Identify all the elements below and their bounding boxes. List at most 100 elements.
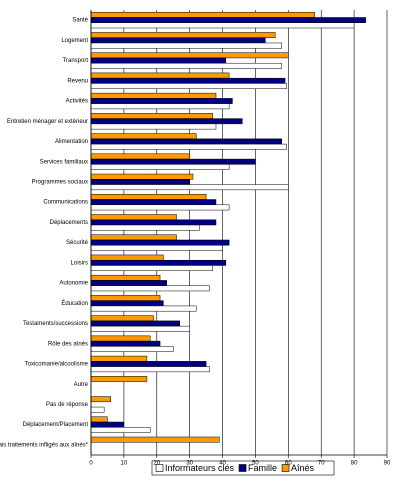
legend-swatch — [238, 464, 247, 472]
bar — [90, 224, 200, 231]
bar — [90, 436, 220, 443]
y-tick-label: Pas de réponse — [46, 402, 89, 408]
bar — [90, 98, 233, 104]
bar — [90, 214, 177, 221]
bar — [90, 366, 210, 373]
bar — [90, 361, 207, 367]
bar — [90, 259, 227, 266]
bar — [90, 143, 287, 150]
bar — [90, 280, 167, 286]
bar — [90, 396, 111, 403]
bar — [90, 346, 174, 352]
y-tick-label: Loisirs — [71, 260, 88, 266]
bar — [90, 57, 227, 64]
y-tick-label: Transport — [63, 58, 89, 64]
bar — [90, 138, 283, 145]
bar — [90, 325, 190, 332]
y-tick-label: Revenu — [67, 78, 88, 84]
bar — [90, 239, 230, 246]
y-tick-label: Rôle des aînés — [48, 341, 88, 347]
y-tick-label: Logement — [61, 38, 88, 44]
x-tick-label: 30 — [186, 461, 193, 467]
bar — [90, 416, 108, 423]
x-tick-label: 80 — [351, 461, 358, 467]
bar — [90, 219, 217, 226]
y-tick-label: Toxicomanie/alcoolisme — [25, 362, 89, 368]
y-tick-label: Éducation — [61, 300, 88, 307]
bar — [90, 244, 223, 251]
bar — [90, 184, 289, 191]
x-tick-label: 10 — [121, 461, 128, 467]
bar — [90, 113, 213, 119]
y-tick-label: Déplacement/Placement — [23, 422, 89, 428]
bar — [90, 204, 230, 211]
x-tick-label: 90 — [384, 461, 391, 467]
y-tick-label: Sécurité — [66, 240, 89, 246]
bar — [90, 11, 315, 18]
bar — [90, 305, 197, 312]
bar — [90, 285, 210, 292]
bar — [90, 406, 105, 413]
bar — [90, 295, 161, 301]
bar — [90, 427, 151, 433]
bar — [90, 37, 266, 44]
bar — [90, 17, 366, 23]
y-tick-label: Activités — [66, 99, 88, 105]
y-tick-label: Services familiaux — [40, 159, 88, 165]
legend-label: Famille — [248, 463, 277, 473]
bar — [90, 300, 164, 307]
bar — [90, 158, 256, 165]
bar — [90, 199, 217, 206]
bar — [90, 335, 151, 342]
legend-swatch — [281, 464, 290, 472]
legend: Informateurs clés Famille Aînés — [151, 460, 335, 476]
bar — [90, 340, 161, 347]
bar — [90, 421, 125, 428]
bar — [90, 52, 289, 59]
bar — [90, 355, 148, 362]
x-tick-label: 60 — [285, 461, 292, 467]
x-tick-label: 0 — [89, 461, 93, 467]
bar — [90, 315, 154, 322]
y-tick-label: Testaments/successions — [23, 321, 88, 327]
legend-label: Informateurs clés — [165, 463, 235, 473]
bar — [90, 234, 177, 241]
bar — [90, 153, 190, 160]
legend-swatch — [155, 464, 164, 472]
y-tick-label: Autonomie — [59, 281, 88, 287]
y-tick-label: Déplacements — [50, 220, 88, 226]
bar — [90, 22, 355, 29]
bar — [90, 92, 217, 99]
bar — [90, 83, 287, 89]
bar — [90, 194, 207, 200]
bar — [90, 103, 230, 110]
bar — [90, 133, 197, 140]
bar — [90, 42, 283, 49]
bar — [90, 254, 164, 261]
x-tick-label: 40 — [219, 461, 226, 467]
bar — [90, 62, 283, 69]
bar — [90, 179, 190, 185]
bar — [90, 164, 230, 170]
y-tick-label: Santé — [72, 18, 88, 24]
y-tick-label: Entretien ménager et extérieur — [7, 119, 88, 125]
x-tick-label: 50 — [252, 461, 259, 467]
bar — [90, 77, 286, 84]
bar — [90, 173, 194, 180]
y-tick-label: Programmes sociaux — [32, 180, 88, 186]
bar — [90, 265, 213, 271]
bar — [90, 118, 243, 125]
y-tick-label: Communications — [43, 200, 88, 206]
y-tick-label: Autre — [74, 382, 89, 388]
bar — [90, 320, 181, 327]
bar — [90, 72, 230, 79]
bar — [90, 32, 276, 38]
y-tick-label: Mauvais traitements infligés aux aînés* — [0, 442, 89, 448]
bar — [90, 274, 161, 281]
bar — [90, 376, 148, 382]
x-tick-label: 20 — [153, 461, 160, 467]
bar — [90, 123, 217, 130]
legend-label: Aînés — [291, 463, 315, 473]
x-tick-label: 70 — [318, 461, 325, 467]
